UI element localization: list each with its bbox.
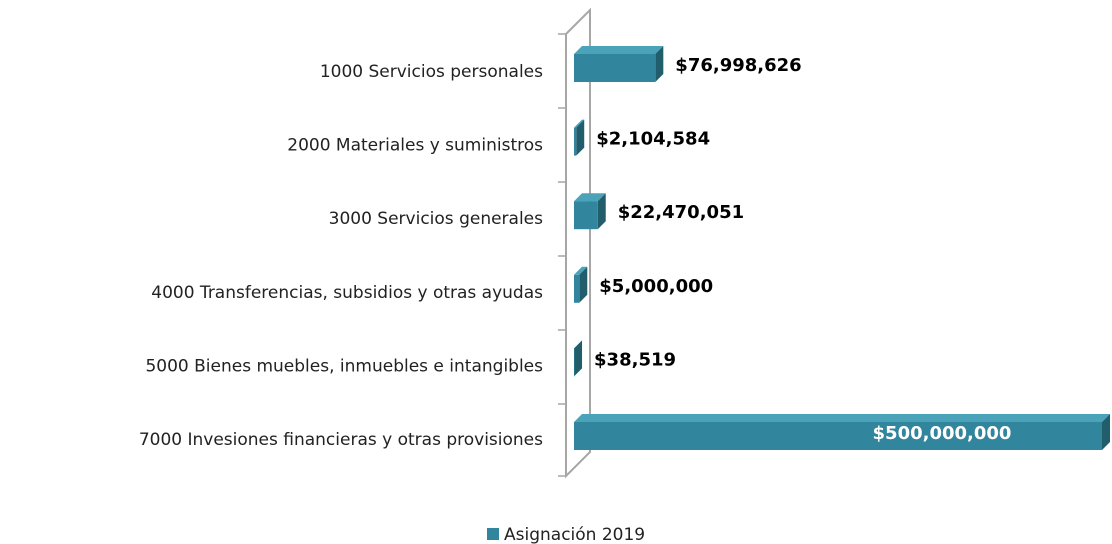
bar-side bbox=[655, 46, 664, 82]
bar-top bbox=[574, 119, 585, 128]
y-tick-label: 1000 Servicios personales bbox=[320, 62, 543, 82]
bar-top bbox=[574, 340, 583, 349]
bar bbox=[574, 340, 583, 377]
data-label: $76,998,626 bbox=[675, 55, 801, 76]
y-tick-label: 3000 Servicios generales bbox=[329, 209, 543, 229]
bar-top bbox=[574, 414, 1110, 422]
data-label: $38,519 bbox=[594, 349, 676, 370]
bar-front bbox=[574, 201, 598, 230]
bar-front bbox=[574, 274, 580, 303]
y-tick-label: 2000 Materiales y suministros bbox=[287, 136, 543, 156]
bar-top bbox=[574, 193, 606, 202]
data-label: $2,104,584 bbox=[596, 129, 710, 150]
data-label: $22,470,051 bbox=[618, 202, 744, 223]
bar-front bbox=[574, 348, 575, 377]
bar-side bbox=[579, 266, 588, 303]
bar bbox=[574, 46, 664, 82]
bar-side bbox=[1102, 414, 1110, 450]
y-tick-label: 5000 Bienes muebles, inmuebles e intangi… bbox=[145, 356, 543, 376]
wall-outline bbox=[565, 7, 591, 479]
bar-front bbox=[574, 127, 577, 156]
bar-top bbox=[574, 46, 664, 54]
bar bbox=[574, 266, 588, 303]
legend-swatch bbox=[487, 528, 499, 540]
bar-front bbox=[574, 422, 1102, 450]
bar bbox=[574, 119, 585, 156]
category-ticks bbox=[558, 33, 566, 477]
data-label: $500,000,000 bbox=[873, 423, 1012, 444]
bar-side bbox=[597, 193, 606, 230]
bar-side bbox=[576, 119, 585, 156]
y-tick-label: 4000 Transferencias, subsidios y otras a… bbox=[151, 283, 543, 303]
bar-top bbox=[574, 266, 588, 275]
bar bbox=[574, 193, 606, 230]
bar-side bbox=[574, 340, 583, 377]
legend-label: Asignación 2019 bbox=[504, 525, 645, 544]
y-tick-label: 7000 Invesiones financieras y otras prov… bbox=[139, 430, 543, 450]
bar bbox=[574, 414, 1110, 450]
data-label: $5,000,000 bbox=[599, 276, 713, 297]
axis-wall bbox=[565, 7, 591, 479]
bar-front bbox=[574, 54, 656, 82]
